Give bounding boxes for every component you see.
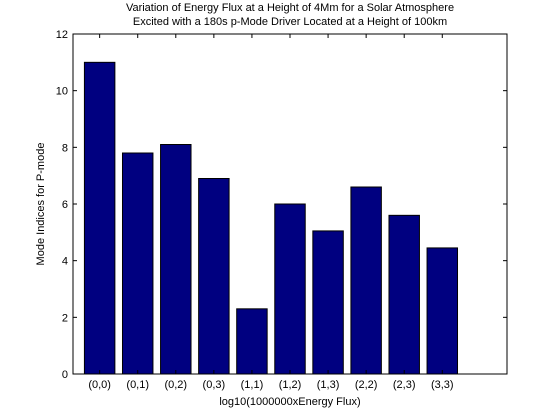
y-tick-label: 2 [62, 312, 68, 324]
x-tick-label: (2,2) [355, 379, 378, 391]
y-tick-label: 6 [62, 199, 68, 211]
bar-(2,2) [350, 186, 382, 375]
x-tick-label: (1,3) [317, 379, 340, 391]
x-tick-label: (0,0) [88, 379, 111, 391]
y-axis-label: Mode Indices for P-mode [35, 143, 47, 266]
y-tick-label: 4 [62, 256, 68, 268]
bar-(0,2) [160, 144, 192, 375]
x-tick-label: (1,2) [279, 379, 302, 391]
y-tick-label: 10 [56, 86, 68, 98]
y-tick-label: 0 [62, 369, 68, 381]
bar-(3,3) [426, 247, 459, 375]
x-tick-label: (1,1) [241, 379, 264, 391]
chart-subtitle: Excited with a 180s p-Mode Driver Locate… [133, 16, 447, 28]
bar-(1,3) [312, 230, 344, 375]
x-tick-label: (0,1) [126, 379, 149, 391]
y-tick-label: 8 [62, 142, 68, 154]
x-tick-label: (2,3) [393, 379, 416, 391]
x-axis-ticks: (0,0) (0,1) (0,2) (0,3) (1,1) (1,2) (1,3) (2,2)… [88, 34, 454, 391]
x-tick-label: (3,3) [431, 379, 454, 391]
bar-(1,1) [236, 308, 268, 375]
bars-group [83, 61, 459, 375]
bar-(0,3) [198, 178, 230, 375]
bar-(2,3) [388, 214, 420, 375]
x-axis-label: log10(1000000xEnergy Flux) [219, 396, 360, 408]
bar-(0,0) [83, 61, 116, 375]
x-tick-label: (0,2) [164, 379, 187, 391]
y-axis-ticks: 0 2 4 6 8 10 12 [56, 29, 507, 381]
x-tick-label: (0,3) [203, 379, 226, 391]
bar-(1,2) [274, 203, 306, 375]
chart-title: Variation of Energy Flux at a Height of … [126, 2, 454, 14]
bar-(0,1) [121, 152, 154, 375]
y-tick-label: 12 [56, 29, 68, 41]
